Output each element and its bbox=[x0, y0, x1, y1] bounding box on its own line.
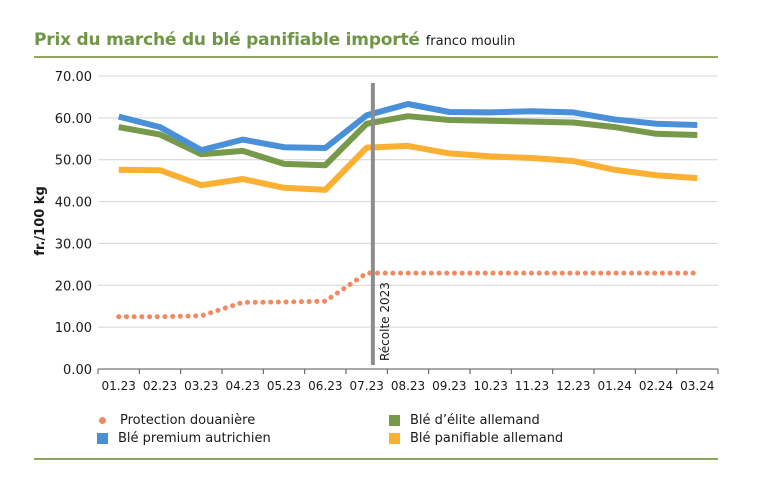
x-tick-labels: 01.23 02.23 03.23 04.23 05.23 06.23 07.23 08.23… bbox=[97, 369, 719, 393]
x-tick-label: 02.23 bbox=[143, 379, 177, 393]
x-tick-label: 12.23 bbox=[556, 379, 590, 393]
x-tick-label: 11.23 bbox=[515, 379, 549, 393]
legend-item-premium: Blé premium autrichien bbox=[97, 431, 271, 446]
series-panifiable bbox=[118, 142, 698, 193]
harvest-label: Récolte 2023 bbox=[378, 282, 392, 361]
y-tick-label: 50.00 bbox=[55, 154, 92, 169]
x-tick-label: 05.23 bbox=[267, 379, 301, 393]
legend-label-panifiable: Blé panifiable allemand bbox=[410, 431, 564, 446]
legend-swatch-panifiable bbox=[389, 433, 400, 444]
legend-item-protection: Protection douanière bbox=[97, 413, 255, 428]
legend-label-protection: Protection douanière bbox=[120, 413, 256, 428]
y-tick-label: 20.00 bbox=[55, 279, 92, 294]
y-tick-label: 70.00 bbox=[55, 70, 92, 85]
series-premium bbox=[117, 101, 698, 154]
chart-subtitle: franco moulin bbox=[425, 34, 516, 49]
x-tick-label: 04.23 bbox=[225, 379, 259, 393]
legend-item-elite: Blé d’élite allemand bbox=[389, 413, 540, 428]
harvest-annotation: Récolte 2023 bbox=[370, 83, 392, 365]
y-tick-label: 60.00 bbox=[55, 112, 92, 127]
series-protection bbox=[116, 270, 700, 320]
bottom-rule bbox=[34, 458, 718, 460]
x-tick-label: 10.23 bbox=[473, 379, 507, 393]
y-tick-labels: 0.00 10.00 20.00 30.00 40.00 50.00 60.00 70.00 bbox=[55, 70, 92, 378]
y-tick-label: 40.00 bbox=[55, 196, 92, 211]
legend-swatch-elite bbox=[389, 415, 400, 426]
legend-label-elite: Blé d’élite allemand bbox=[410, 413, 540, 428]
line-chart: 0.0010.0020.0030.0040.0050.0060.0070.00 … bbox=[33, 70, 719, 393]
series-line-protection bbox=[116, 270, 700, 320]
series-line-elite bbox=[118, 113, 698, 169]
x-tick-label: 09.23 bbox=[432, 379, 466, 393]
y-tick-label: 30.00 bbox=[55, 237, 92, 252]
x-tick-label: 07.23 bbox=[349, 379, 383, 393]
legend-item-panifiable: Blé panifiable allemand bbox=[389, 431, 563, 446]
y-tick-label: 0.00 bbox=[63, 363, 92, 378]
top-rule bbox=[34, 56, 718, 58]
series-group bbox=[116, 101, 700, 320]
x-tick-label: 02.24 bbox=[639, 379, 673, 393]
x-tick-label: 01.23 bbox=[101, 379, 135, 393]
y-axis-label: fr./100 kg bbox=[33, 186, 48, 256]
series-line-premium bbox=[117, 101, 698, 154]
y-tick-label: 10.00 bbox=[55, 321, 92, 336]
legend-label-premium: Blé premium autrichien bbox=[118, 431, 271, 446]
x-tick-label: 01.24 bbox=[597, 379, 631, 393]
x-tick-label: 08.23 bbox=[391, 379, 425, 393]
series-elite bbox=[118, 113, 698, 169]
chart-title: Prix du marché du blé panifiable importé bbox=[34, 30, 420, 50]
x-tick-label: 06.23 bbox=[308, 379, 342, 393]
chart-title-block: Prix du marché du blé panifiable importé… bbox=[34, 30, 515, 50]
x-tick-label: 03.24 bbox=[680, 379, 714, 393]
legend-swatch-premium bbox=[97, 433, 108, 444]
x-tick-label: 03.23 bbox=[184, 379, 218, 393]
legend-swatch-protection bbox=[99, 417, 106, 424]
